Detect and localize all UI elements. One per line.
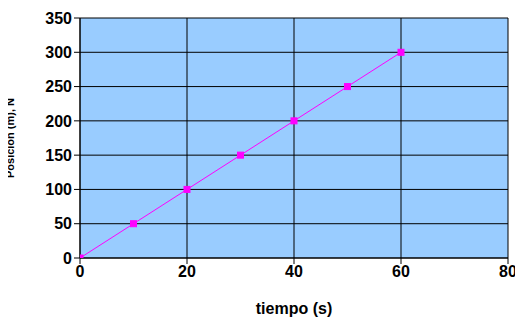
svg-text:300: 300 <box>45 44 72 61</box>
svg-text:150: 150 <box>45 147 72 164</box>
svg-text:tiempo (s): tiempo (s) <box>256 300 332 317</box>
svg-text:200: 200 <box>45 113 72 130</box>
svg-text:40: 40 <box>285 263 303 280</box>
svg-text:0: 0 <box>63 250 72 267</box>
svg-text:100: 100 <box>45 181 72 198</box>
svg-text:80: 80 <box>499 263 515 280</box>
svg-text:50: 50 <box>54 215 72 232</box>
svg-text:20: 20 <box>178 263 196 280</box>
svg-text:0: 0 <box>76 263 85 280</box>
svg-text:350: 350 <box>45 10 72 27</box>
svg-text:250: 250 <box>45 78 72 95</box>
svg-text:60: 60 <box>392 263 410 280</box>
svg-text:Posición (m), N: Posición (m), N <box>8 98 16 178</box>
